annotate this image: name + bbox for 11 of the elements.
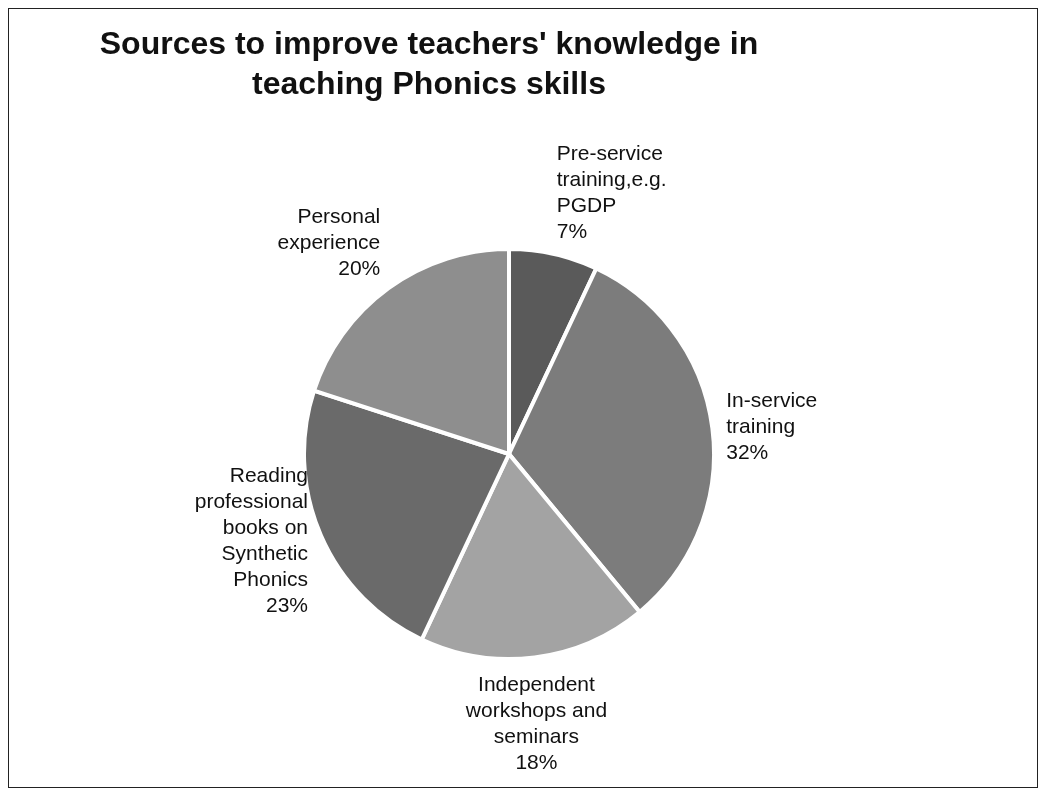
slice-label: Pre-service training,e.g. PGDP — [556, 140, 667, 216]
data-label: 32% — [726, 439, 769, 463]
chart-title: Sources to improve teachers' knowledge in teaching Phonics skills — [98, 24, 760, 103]
data-label: 7% — [556, 218, 588, 242]
slice-label: Personal experience — [277, 203, 381, 253]
data-label: 23% — [265, 592, 309, 616]
data-label: 18% — [515, 749, 558, 773]
data-label: 20% — [338, 255, 381, 279]
slice-label: Reading professional books on Synthetic Phonics — [194, 462, 309, 590]
slice-label: In-service training — [726, 387, 818, 437]
slice-label: Independent workshops and seminars — [464, 671, 608, 747]
